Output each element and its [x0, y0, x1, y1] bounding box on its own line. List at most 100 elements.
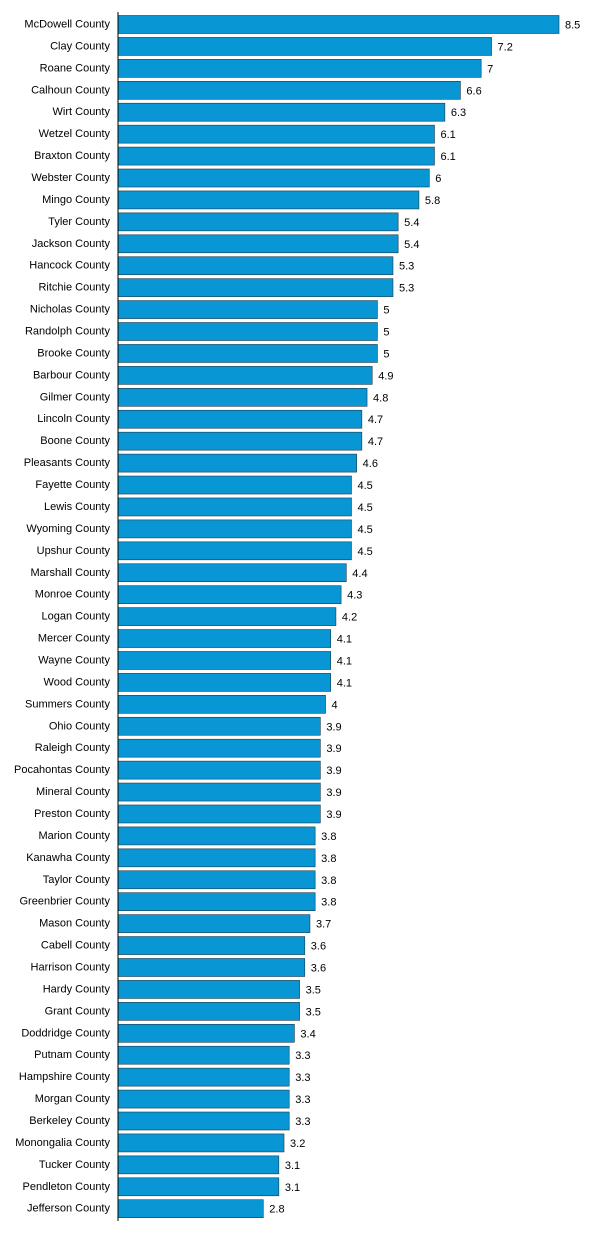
value-label: 4.7 — [368, 436, 383, 448]
category-label: Nicholas County — [30, 304, 111, 316]
bar — [117, 1067, 290, 1087]
bar — [117, 300, 378, 319]
bar — [117, 1133, 285, 1153]
value-label: 6 — [435, 173, 441, 185]
value-label: 4.4 — [352, 568, 367, 580]
bar — [117, 914, 311, 933]
value-label: 6.6 — [466, 85, 481, 97]
category-label: Summers County — [25, 698, 110, 710]
category-label: Marshall County — [31, 567, 111, 579]
value-label: 3.1 — [285, 1182, 300, 1194]
category-label: Wayne County — [38, 654, 110, 666]
category-label: Kanawha County — [26, 852, 110, 864]
category-label: Mercer County — [38, 633, 111, 645]
value-label: 3.8 — [321, 853, 336, 865]
value-label: 3.4 — [300, 1028, 315, 1040]
value-label: 4.3 — [347, 590, 362, 602]
bar — [117, 804, 321, 824]
bar — [117, 585, 342, 604]
bar — [117, 651, 332, 670]
category-label: Hancock County — [29, 260, 110, 272]
value-label: 4.6 — [363, 458, 378, 470]
category-label: Ohio County — [49, 720, 111, 732]
category-label: Wetzel County — [39, 128, 111, 140]
bar — [117, 1045, 290, 1065]
category-label: Randolph County — [25, 326, 111, 338]
bar — [117, 1089, 290, 1109]
value-label: 3.6 — [311, 941, 326, 953]
bar — [117, 431, 363, 451]
category-label: Brooke County — [37, 347, 110, 359]
value-label: 3.9 — [326, 743, 341, 755]
category-label: Logan County — [42, 611, 111, 623]
value-label: 3.6 — [311, 962, 326, 974]
category-labels-layer: McDowell County Clay County Roane County Ca… — [14, 19, 111, 1215]
bar — [117, 958, 306, 977]
bar — [117, 519, 352, 539]
value-label: 4.9 — [378, 370, 393, 382]
category-label: Mason County — [39, 918, 110, 930]
value-label: 4.2 — [342, 612, 357, 624]
category-label: Hardy County — [43, 983, 111, 995]
bar — [117, 607, 337, 626]
category-label: Lincoln County — [37, 413, 110, 425]
category-label: McDowell County — [24, 19, 110, 31]
value-label: 3.5 — [306, 984, 321, 996]
bar — [117, 695, 326, 714]
category-label: Hampshire County — [19, 1071, 111, 1083]
bar — [117, 453, 357, 473]
bar — [117, 212, 399, 232]
bar — [117, 629, 332, 648]
value-label: 6.3 — [451, 107, 466, 119]
bar — [117, 1177, 280, 1197]
bar — [117, 673, 332, 692]
value-label: 3.1 — [285, 1160, 300, 1172]
value-label: 5.8 — [425, 195, 440, 207]
bar — [117, 124, 435, 144]
category-label: Mineral County — [36, 786, 110, 798]
category-label: Roane County — [40, 62, 111, 74]
bar — [117, 278, 394, 297]
category-label: Pocahontas County — [14, 764, 111, 776]
category-label: Doddridge County — [21, 1027, 110, 1039]
value-label: 6.1 — [440, 129, 455, 141]
bar — [117, 37, 492, 56]
value-label: 3.9 — [326, 787, 341, 799]
bar — [117, 980, 300, 999]
value-label: 4.1 — [337, 677, 352, 689]
category-label: Wirt County — [53, 106, 111, 118]
category-label: Grant County — [45, 1005, 111, 1017]
category-label: Cabell County — [41, 940, 111, 952]
value-label: 5 — [383, 348, 389, 360]
category-label: Webster County — [31, 172, 110, 184]
bar — [117, 102, 446, 122]
bar — [117, 497, 352, 517]
bar — [117, 892, 316, 912]
bar — [117, 256, 394, 276]
value-label: 5.3 — [399, 261, 414, 273]
value-label: 4.5 — [357, 524, 372, 536]
bar — [117, 146, 435, 166]
value-label: 5 — [383, 327, 389, 339]
category-label: Raleigh County — [35, 742, 111, 754]
value-label: 3.8 — [321, 875, 336, 887]
category-label: Mingo County — [42, 194, 110, 206]
category-label: Monongalia County — [15, 1137, 110, 1149]
value-label: 3.3 — [295, 1094, 310, 1106]
category-label: Pleasants County — [24, 457, 111, 469]
bar — [117, 716, 321, 736]
bar — [117, 563, 347, 583]
value-label: 3.9 — [326, 765, 341, 777]
value-label: 6.1 — [440, 151, 455, 163]
value-label: 5.4 — [404, 239, 419, 251]
bar — [117, 1111, 290, 1131]
value-label: 7.2 — [498, 41, 513, 53]
category-label: Tyler County — [48, 216, 110, 228]
category-label: Tucker County — [39, 1159, 111, 1171]
category-label: Boone County — [40, 435, 110, 447]
category-label: Jackson County — [32, 238, 111, 250]
value-label: 5.4 — [404, 217, 419, 229]
bar — [117, 870, 316, 890]
bars-layer — [117, 15, 560, 1219]
value-label: 4.5 — [357, 480, 372, 492]
